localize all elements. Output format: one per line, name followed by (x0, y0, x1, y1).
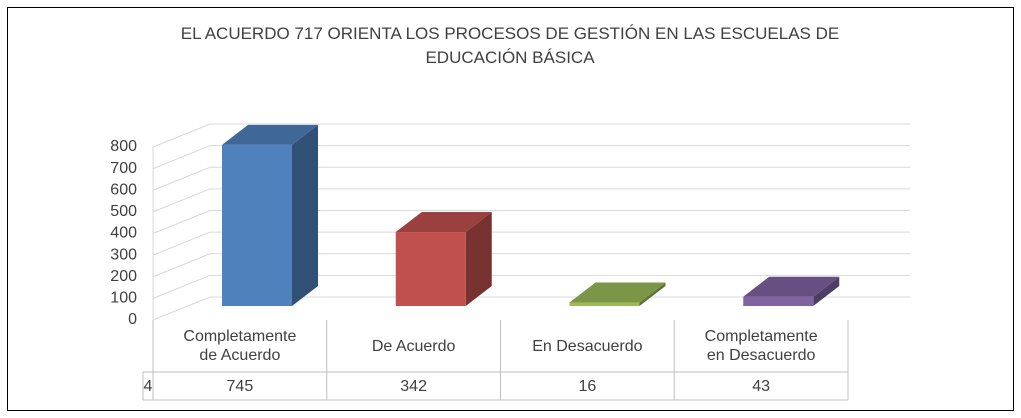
chart-title: EL ACUERDO 717 ORIENTA LOS PROCESOS DE G… (180, 24, 840, 67)
y-tick-label: 200 (110, 268, 137, 285)
bar-side (639, 282, 666, 306)
y-tick-label: 600 (110, 181, 137, 198)
grid-line (152, 188, 910, 213)
bar (569, 302, 640, 306)
y-tick-label: 400 (110, 225, 137, 242)
category-label: Completamente de Acuerdo (183, 328, 297, 364)
legend-label: 4 (143, 377, 153, 395)
bar-top (395, 212, 492, 233)
bar-top (569, 282, 666, 303)
grid-line (152, 210, 910, 234)
bar-top (743, 276, 840, 297)
bar-side (292, 124, 318, 306)
grid-line (152, 145, 910, 170)
grid-line (152, 296, 910, 321)
y-tick-label: 500 (110, 203, 137, 220)
table-value: 342 (400, 377, 427, 395)
grid-line (152, 231, 910, 256)
category-label: En Desacuerdo (532, 337, 643, 355)
table-value: 16 (578, 377, 597, 395)
grid-line (152, 166, 910, 191)
category-label: De Acuerdo (371, 337, 456, 355)
y-tick-label: 700 (110, 160, 137, 177)
bar-side (465, 212, 492, 306)
frame (7, 7, 1014, 411)
grid-line (152, 274, 910, 299)
y-tick-label: 800 (110, 138, 137, 155)
bar (743, 296, 814, 306)
grid-line (152, 123, 910, 148)
y-tick-label: 300 (110, 246, 137, 263)
bar-top (222, 124, 318, 145)
table-value: 745 (226, 377, 254, 395)
y-tick-label: 100 (110, 290, 137, 307)
table-value: 43 (752, 377, 771, 395)
bar-side (813, 276, 840, 306)
bar (395, 232, 466, 306)
category-label: Completamente en Desacuerdo (704, 328, 818, 364)
bar (222, 144, 292, 306)
grid-line (152, 253, 910, 278)
y-tick-label: 0 (128, 311, 137, 328)
